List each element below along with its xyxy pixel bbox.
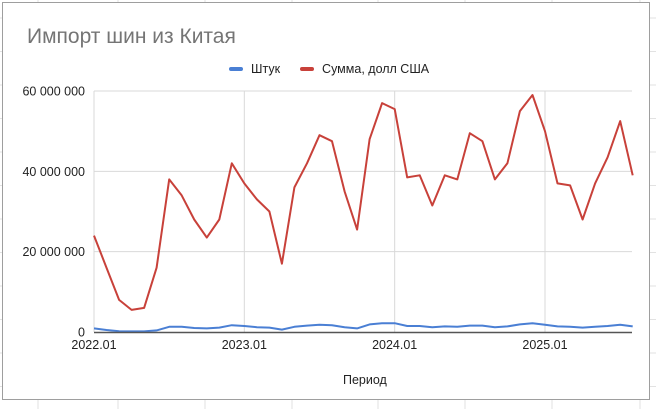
y-tick-label: 0	[78, 326, 85, 340]
x-tick-label: 2022.01	[71, 338, 116, 352]
chart-legend: Штук Сумма, долл США	[229, 62, 441, 76]
legend-item-sum[interactable]: Сумма, долл США	[300, 62, 429, 76]
series-line-sum[interactable]	[93, 94, 634, 311]
y-tick-label: 40 000 000	[22, 165, 85, 179]
x-axis-title: Период	[343, 373, 387, 387]
series-line-count[interactable]	[93, 322, 633, 333]
x-tick-label: 2025.01	[522, 338, 567, 352]
legend-swatch-sum	[300, 67, 315, 71]
legend-label-count: Штук	[251, 62, 281, 76]
y-tick-label: 20 000 000	[22, 245, 85, 259]
chart-container[interactable]: Импорт шин из Китая Штук Сумма, долл США…	[2, 2, 650, 400]
y-tick-label: 60 000 000	[22, 85, 85, 99]
chart-title: Импорт шин из Китая	[27, 25, 236, 48]
legend-label-sum: Сумма, долл США	[322, 62, 430, 76]
legend-item-count[interactable]: Штук	[229, 62, 280, 76]
x-tick-label: 2023.01	[222, 338, 267, 352]
legend-swatch-count	[229, 67, 243, 71]
x-tick-label: 2024.01	[372, 338, 417, 352]
